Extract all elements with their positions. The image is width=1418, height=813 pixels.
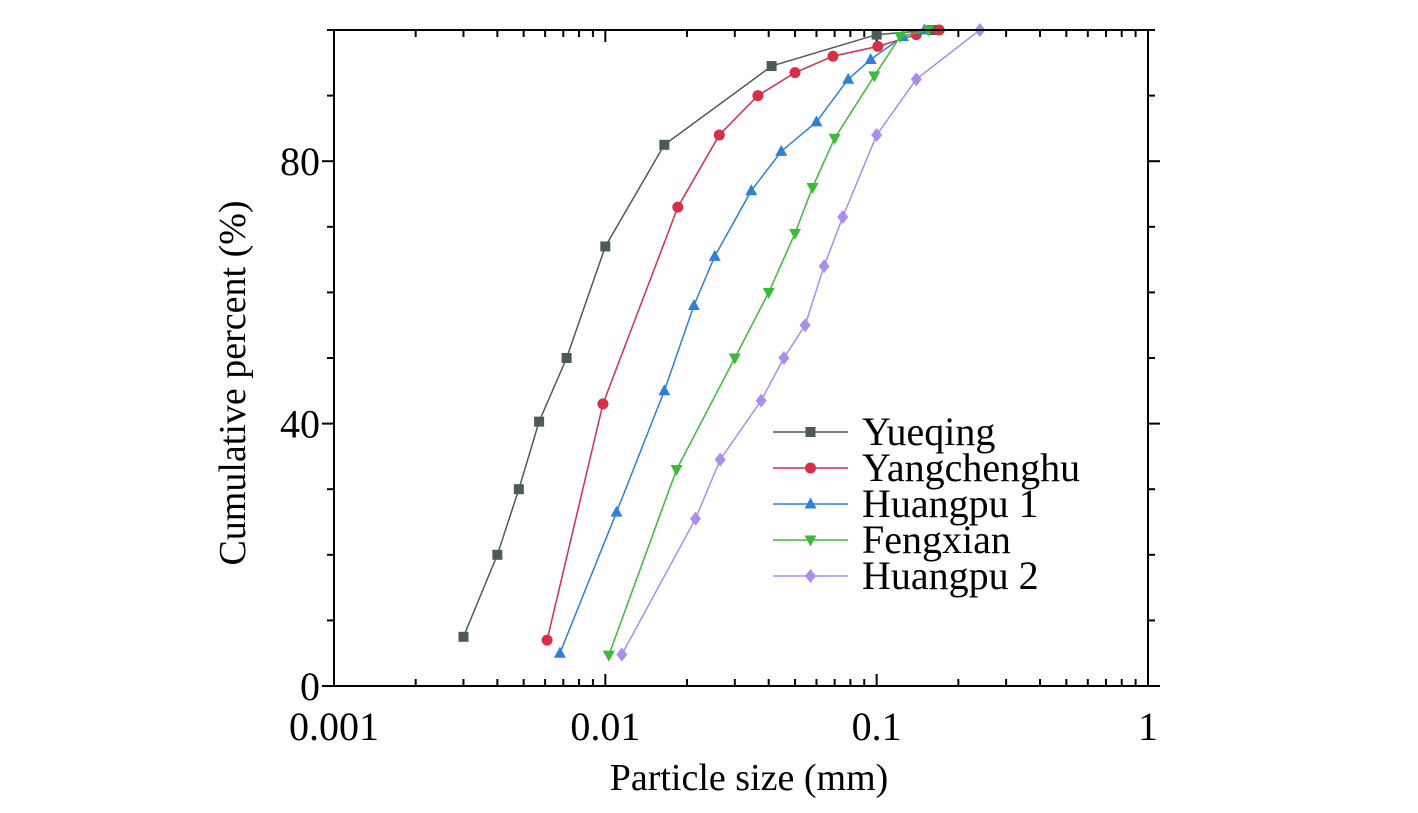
data-point: [670, 465, 683, 477]
data-point: [827, 50, 839, 62]
legend-marker: [805, 569, 816, 583]
data-point: [789, 67, 801, 79]
data-point: [871, 29, 882, 40]
y-tick-label: 40: [280, 402, 320, 447]
legend-label: Fengxian: [862, 517, 1011, 562]
y-tick-label: 0: [300, 664, 320, 709]
legend-item: Fengxian: [773, 517, 1011, 562]
legend-label: Huangpu 2: [862, 553, 1039, 598]
series-line: [608, 29, 929, 656]
x-tick-label: 0.001: [289, 704, 379, 749]
series-huangpu-1: [553, 23, 931, 658]
legend-marker: [805, 462, 816, 474]
data-point: [871, 127, 883, 142]
data-point: [788, 228, 801, 240]
data-point: [868, 71, 881, 83]
data-point: [610, 505, 623, 517]
data-point: [872, 40, 884, 52]
legend-label: Yangchenghu: [862, 445, 1080, 490]
y-tick-label: 80: [280, 139, 320, 184]
data-point: [818, 259, 830, 274]
data-point: [690, 511, 702, 526]
legend-item: Huangpu 1: [773, 481, 1039, 526]
data-point: [561, 353, 572, 363]
data-point: [910, 72, 922, 87]
data-point: [513, 484, 524, 495]
data-point: [755, 393, 767, 408]
x-axis-label: Particle size (mm): [610, 757, 889, 799]
data-point: [713, 129, 725, 141]
legend-item: Yangchenghu: [773, 445, 1080, 490]
data-point: [837, 209, 849, 224]
data-point: [616, 647, 628, 662]
legend-label: Yueqing: [862, 409, 995, 454]
tick-labels: 0.001 0.01 0.1 1 0 40 80: [280, 139, 1158, 749]
data-point: [766, 61, 777, 72]
legend-marker: [804, 535, 817, 547]
data-point: [492, 549, 503, 560]
legend-item: Yueqing: [773, 409, 995, 454]
data-point: [894, 32, 907, 44]
data-point: [458, 631, 469, 642]
axis-ticks: [322, 29, 1160, 687]
data-point: [658, 384, 671, 396]
legend-marker: [804, 497, 817, 509]
data-point: [799, 318, 811, 333]
x-tick-label: 0.1: [852, 704, 902, 749]
data-point: [806, 182, 819, 194]
data-point: [602, 650, 615, 662]
data-point: [534, 416, 545, 427]
data-point: [810, 115, 823, 127]
legend-label: Huangpu 1: [862, 481, 1039, 526]
data-point: [762, 287, 775, 299]
data-point: [864, 53, 877, 65]
data-point: [687, 299, 700, 311]
series-line: [462, 29, 933, 638]
legend-marker: [805, 427, 816, 437]
data-point: [752, 90, 764, 102]
data-point: [553, 646, 566, 658]
series-huangpu-2: [616, 23, 986, 662]
data-point: [728, 353, 741, 365]
data-point: [672, 201, 684, 213]
legend-item: Huangpu 2: [773, 553, 1039, 598]
data-point: [778, 351, 790, 365]
data-point: [714, 452, 726, 467]
data-point: [842, 72, 855, 84]
data-point: [597, 398, 609, 410]
x-tick-label: 0.01: [570, 704, 640, 749]
data-point: [708, 249, 721, 261]
data-point: [600, 241, 611, 252]
data-point: [659, 139, 670, 150]
series-line: [559, 29, 925, 654]
data-point: [775, 144, 788, 156]
data-point: [828, 133, 841, 145]
y-axis-label: Cumulative percent (%): [212, 200, 254, 565]
data-point: [745, 184, 758, 196]
x-tick-label: 1: [1138, 704, 1158, 749]
data-point: [541, 634, 553, 646]
plot-frame: [333, 29, 1149, 687]
